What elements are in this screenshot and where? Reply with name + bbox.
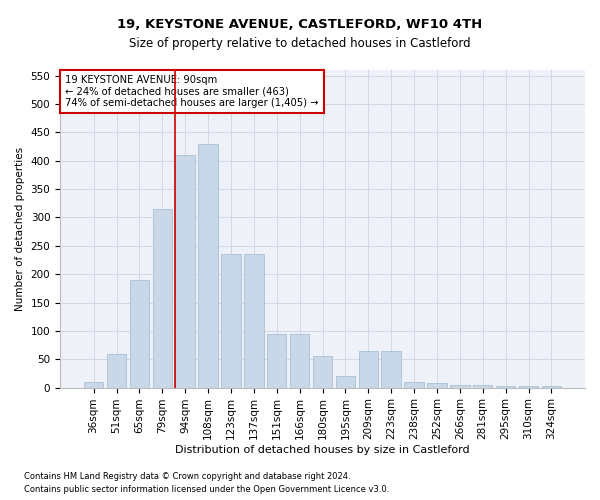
X-axis label: Distribution of detached houses by size in Castleford: Distribution of detached houses by size … <box>175 445 470 455</box>
Text: 19 KEYSTONE AVENUE: 90sqm
← 24% of detached houses are smaller (463)
74% of semi: 19 KEYSTONE AVENUE: 90sqm ← 24% of detac… <box>65 75 319 108</box>
Bar <box>221 254 241 388</box>
Bar <box>359 350 378 388</box>
Text: Contains HM Land Registry data © Crown copyright and database right 2024.: Contains HM Land Registry data © Crown c… <box>24 472 350 481</box>
Bar <box>130 280 149 388</box>
Bar <box>427 383 446 388</box>
Y-axis label: Number of detached properties: Number of detached properties <box>15 146 25 311</box>
Bar <box>313 356 332 388</box>
Bar <box>335 376 355 388</box>
Bar <box>84 382 103 388</box>
Bar <box>382 350 401 388</box>
Bar <box>542 386 561 388</box>
Bar <box>473 386 493 388</box>
Bar <box>199 144 218 388</box>
Bar <box>244 254 263 388</box>
Bar <box>175 155 195 388</box>
Text: 19, KEYSTONE AVENUE, CASTLEFORD, WF10 4TH: 19, KEYSTONE AVENUE, CASTLEFORD, WF10 4T… <box>118 18 482 30</box>
Bar <box>267 334 286 388</box>
Bar <box>107 354 126 388</box>
Bar <box>290 334 310 388</box>
Bar <box>152 209 172 388</box>
Bar <box>519 386 538 388</box>
Text: Contains public sector information licensed under the Open Government Licence v3: Contains public sector information licen… <box>24 485 389 494</box>
Bar <box>404 382 424 388</box>
Text: Size of property relative to detached houses in Castleford: Size of property relative to detached ho… <box>129 38 471 51</box>
Bar <box>450 385 470 388</box>
Bar <box>496 386 515 388</box>
